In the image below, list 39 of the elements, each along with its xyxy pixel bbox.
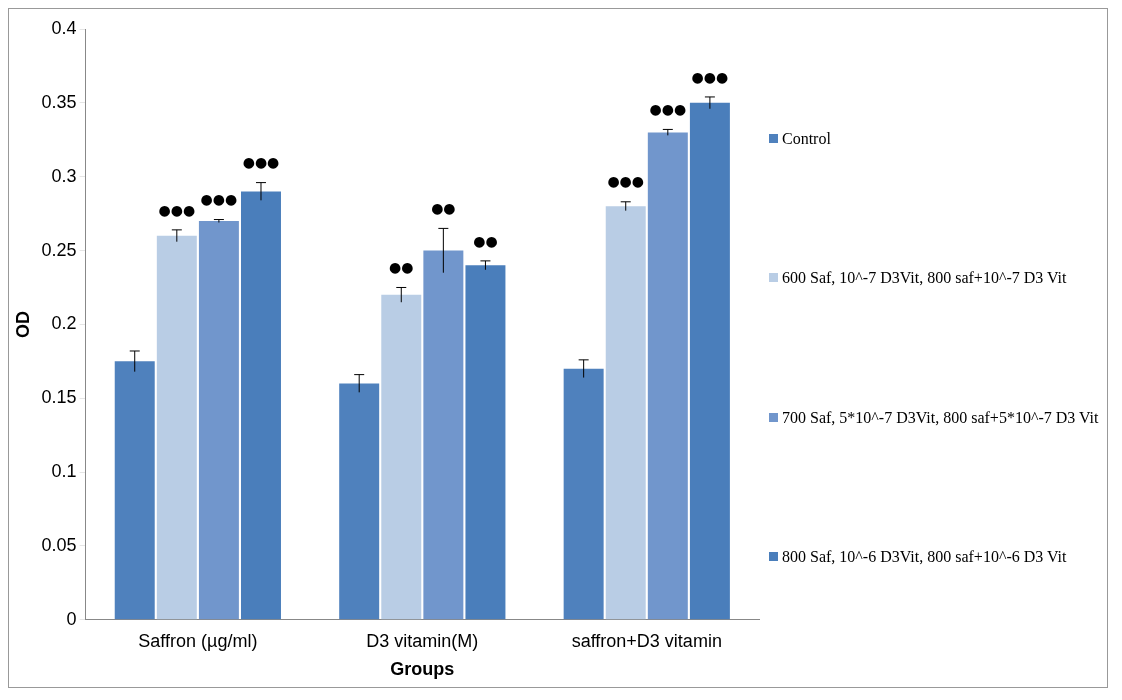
data-label: ●●●: [691, 68, 729, 85]
x-tick-label: D3 vitamin(M): [366, 630, 479, 651]
y-tick-label: 0.35: [41, 91, 77, 112]
x-axis-title: Groups: [390, 659, 455, 680]
bar: [339, 383, 380, 620]
legend-label: 700 Saf, 5*10^-7 D3Vit, 800 saf+5*10^-7 D3 Vit: [782, 408, 1099, 427]
bar: [605, 206, 646, 620]
y-tick-label: 0.05: [41, 534, 77, 555]
bar: [381, 294, 422, 620]
data-label: ●●: [473, 232, 498, 249]
y-tick-label: 0: [66, 608, 77, 629]
bar: [563, 368, 604, 620]
y-tick-label: 0.25: [41, 239, 77, 260]
bar: [241, 191, 281, 620]
bar: [156, 235, 197, 620]
x-tick-label: saffron+D3 vitamin: [571, 630, 722, 651]
data-label: ●●●: [649, 101, 687, 118]
x-tick-label: Saffron (µg/ml): [138, 630, 258, 651]
legend-label: Control: [782, 129, 831, 148]
data-label: ●●●: [158, 201, 196, 218]
data-label: ●●●: [607, 173, 645, 190]
y-tick-label: 0.4: [51, 17, 77, 38]
legend-label: 800 Saf, 10^-6 D3Vit, 800 saf+10^-6 D3 Vit: [782, 548, 1067, 567]
data-label: ●●: [431, 200, 456, 217]
y-tick-label: 0.3: [51, 165, 77, 186]
data-label: ●●: [389, 259, 414, 276]
y-tick-label: 0.1: [51, 461, 77, 482]
bar: [423, 250, 464, 620]
y-axis-title: OD: [12, 310, 33, 338]
bar: [465, 265, 506, 620]
bar: [647, 132, 688, 620]
legend-label: 600 Saf, 10^-7 D3Vit, 800 saf+10^-7 D3 Vit: [782, 269, 1067, 288]
bar: [689, 102, 730, 620]
bar: [198, 221, 239, 620]
data-label: ●●●: [200, 191, 238, 208]
y-tick-label: 0.15: [41, 387, 77, 408]
bar: [114, 361, 155, 620]
data-label: ●●●: [242, 154, 280, 171]
y-tick-label: 0.2: [51, 313, 77, 334]
